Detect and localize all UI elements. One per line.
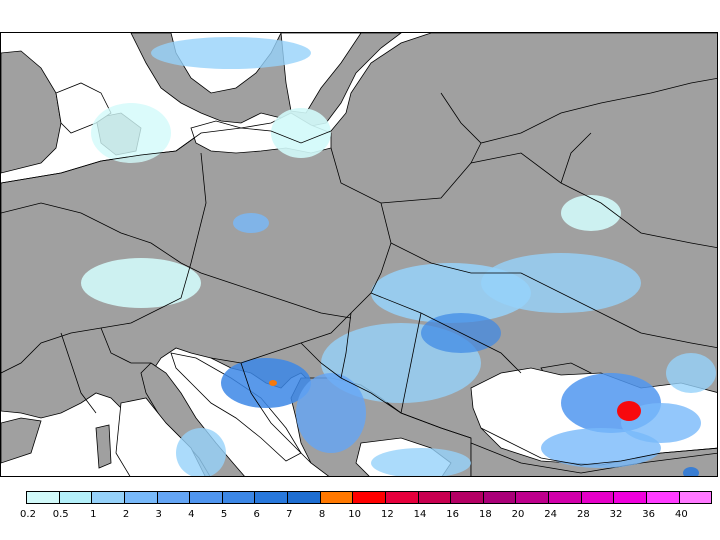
legend-swatch (288, 492, 321, 503)
legend-tick-label: 32 (609, 509, 623, 520)
precip-east-dot (683, 467, 699, 476)
precip-turkey (541, 428, 661, 468)
precip-greece (371, 448, 471, 476)
legend-swatch (222, 492, 256, 503)
land-sardinia (95, 424, 112, 469)
map-canvas (1, 33, 717, 477)
legend-swatch (385, 492, 419, 503)
legend-swatch (157, 492, 191, 503)
precip-poland-west (233, 213, 269, 233)
border-line (240, 362, 312, 464)
border-line (300, 342, 472, 439)
legend-tick-label: 12 (380, 509, 394, 520)
border-line (400, 312, 422, 414)
country-borders (1, 77, 717, 466)
legend-swatch (190, 492, 223, 503)
precip-croatia (221, 358, 311, 408)
legend-swatch (92, 492, 125, 503)
legend-swatch (483, 492, 517, 503)
precip-denmark (91, 103, 171, 163)
legend-tick-label: 0.5 (52, 509, 69, 520)
legend-tick-label: 6 (253, 509, 260, 520)
border-line (390, 242, 717, 349)
land-turkey (470, 442, 717, 476)
legend-tick-label: 40 (674, 509, 688, 520)
precip-croatia-orange (269, 380, 277, 386)
legend-tick-label: 16 (446, 509, 460, 520)
legend-tick-label: 8 (318, 509, 326, 520)
border-line (1, 202, 352, 319)
legend-tick-label: 14 (413, 509, 427, 520)
color-scale-labels: 0.2 0.5 1 2 3 4 5 6 7 8 10 12 14 16 18 20 24 28 32 36 40 (0, 509, 720, 523)
border-line (470, 142, 482, 164)
border-line (100, 327, 151, 364)
precip-germany (81, 258, 201, 308)
legend-swatch (646, 492, 680, 503)
legend-tick-label: 28 (576, 509, 590, 520)
border-line (370, 292, 522, 374)
precip-italy (176, 428, 226, 476)
legend-swatch (516, 492, 549, 503)
legend-tick-label: 36 (642, 509, 656, 520)
legend-tick-label: 20 (511, 509, 525, 520)
legend-tick-label: 10 (348, 509, 362, 520)
legend-swatch (418, 492, 452, 503)
legend-swatch (451, 492, 484, 503)
border-line (1, 127, 332, 184)
precip-black-sea-east (621, 403, 701, 443)
border-line (560, 132, 592, 184)
precip-turkey-orange (599, 476, 609, 477)
land-iberia (1, 417, 42, 464)
legend-tick-label: 5 (220, 509, 228, 520)
border-line (340, 312, 352, 379)
border-line (480, 427, 717, 466)
legend-swatch (27, 492, 60, 503)
legend-tick-label: 7 (286, 509, 293, 520)
legend-swatch (320, 492, 354, 503)
legend-swatch (581, 492, 615, 503)
precip-serbia (296, 373, 366, 453)
legend-swatch (679, 492, 712, 503)
precip-baltic (271, 108, 331, 158)
legend-swatch (124, 492, 158, 503)
precip-east-blue (666, 353, 716, 393)
border-line (60, 332, 97, 414)
border-line (440, 77, 717, 144)
precipitation-map (0, 32, 718, 477)
legend-tick-label: 2 (122, 509, 130, 520)
legend-tick-label: 4 (188, 509, 195, 520)
legend-tick-label: 0.2 (20, 509, 36, 520)
precip-ukraine (481, 253, 641, 313)
legend-swatch (614, 492, 647, 503)
precipitation-areas (81, 37, 716, 477)
border-line (210, 147, 392, 364)
legend-swatch (255, 492, 288, 503)
legend-swatch (549, 492, 582, 503)
border-line (1, 152, 207, 374)
precip-caucasus-orange (617, 401, 641, 421)
land-britain (1, 50, 62, 174)
legend-tick-label: 1 (90, 509, 97, 520)
legend-tick-label: 3 (155, 509, 162, 520)
legend-swatch (59, 492, 93, 503)
legend-tick-label: 24 (544, 509, 558, 520)
precip-scandinavia-top (151, 37, 311, 69)
precip-ukraine-north (561, 195, 621, 231)
legend-tick-label: 18 (478, 509, 492, 520)
legend-swatch (353, 492, 386, 503)
color-scale-legend (26, 491, 712, 504)
